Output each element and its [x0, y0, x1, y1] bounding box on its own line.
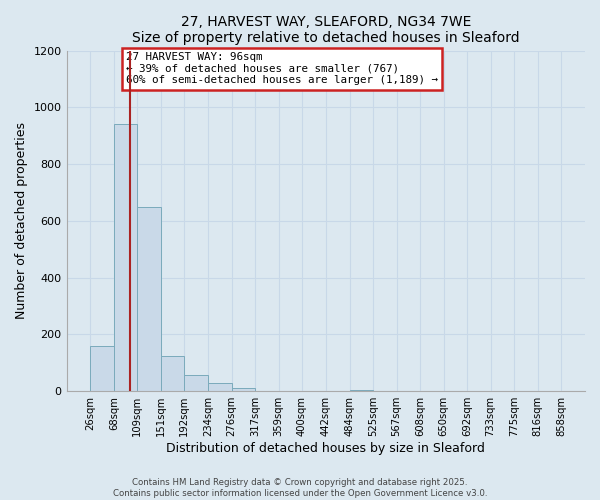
Bar — [184, 374, 208, 391]
Text: 27 HARVEST WAY: 96sqm
← 39% of detached houses are smaller (767)
60% of semi-det: 27 HARVEST WAY: 96sqm ← 39% of detached … — [126, 52, 438, 86]
Bar — [350, 390, 373, 391]
Bar — [137, 206, 161, 391]
X-axis label: Distribution of detached houses by size in Sleaford: Distribution of detached houses by size … — [166, 442, 485, 455]
Bar — [232, 388, 255, 391]
Bar — [114, 124, 137, 391]
Text: Contains HM Land Registry data © Crown copyright and database right 2025.
Contai: Contains HM Land Registry data © Crown c… — [113, 478, 487, 498]
Bar — [208, 384, 232, 391]
Title: 27, HARVEST WAY, SLEAFORD, NG34 7WE
Size of property relative to detached houses: 27, HARVEST WAY, SLEAFORD, NG34 7WE Size… — [132, 15, 520, 45]
Y-axis label: Number of detached properties: Number of detached properties — [15, 122, 28, 320]
Bar — [90, 346, 114, 391]
Bar — [161, 356, 184, 391]
